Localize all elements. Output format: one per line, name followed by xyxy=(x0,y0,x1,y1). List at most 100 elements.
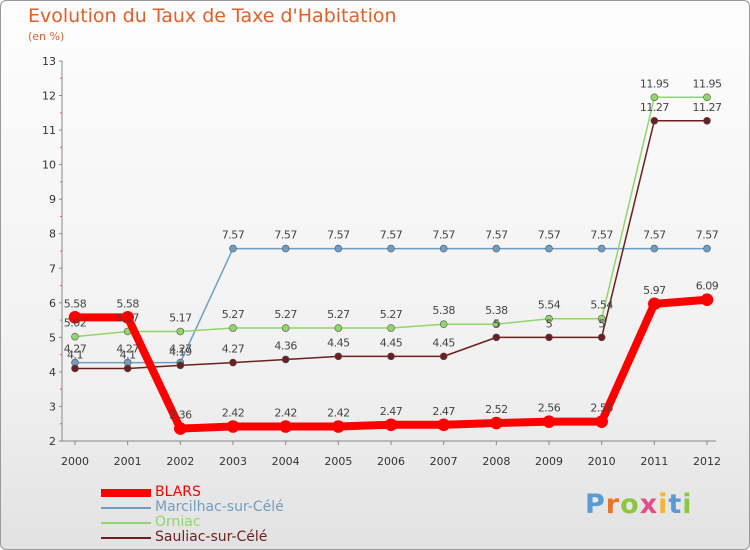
y-tick-label: 9 xyxy=(49,193,56,206)
data-label: 5.58 xyxy=(64,297,87,310)
data-point xyxy=(387,244,395,253)
legend-label: Marcilhac-sur-Célé xyxy=(155,499,284,515)
data-point xyxy=(492,320,501,329)
logo-letter: P xyxy=(585,489,606,520)
data-point xyxy=(387,324,395,332)
y-tick-label: 12 xyxy=(42,90,56,103)
y-tick-label: 4 xyxy=(49,366,56,379)
data-point xyxy=(492,244,501,253)
data-labels: 5.58 5.58 2.36 2.42 2.42 2.42 2.47 2.47 2.52 2.56… xyxy=(64,77,723,421)
series-lines xyxy=(68,93,714,435)
legend-swatch xyxy=(101,522,151,524)
data-label: 2.42 xyxy=(327,406,350,419)
data-point xyxy=(176,327,185,336)
data-point xyxy=(71,332,79,341)
data-label: 5.97 xyxy=(643,284,666,297)
chart-subtitle: (en %) xyxy=(28,30,65,43)
y-tick-label: 11 xyxy=(42,124,56,137)
data-point xyxy=(439,352,448,361)
data-point xyxy=(597,314,606,323)
data-label: 11.27 xyxy=(693,101,722,114)
data-label: 4.27 xyxy=(222,343,245,356)
x-tick-label: 2001 xyxy=(114,455,142,468)
data-point xyxy=(597,244,606,253)
data-point xyxy=(226,420,240,433)
data-point xyxy=(595,415,608,428)
x-tick-label: 2003 xyxy=(219,455,247,468)
data-label: 2.47 xyxy=(380,405,403,418)
x-tick-label: 2011 xyxy=(640,455,668,468)
x-tick-label: 2005 xyxy=(324,455,352,468)
y-tick-label: 5 xyxy=(49,331,56,344)
data-point xyxy=(650,93,659,102)
data-point xyxy=(545,314,553,323)
data-point xyxy=(542,415,556,428)
data-point xyxy=(703,116,711,125)
x-tick-label: 2000 xyxy=(61,455,89,468)
data-point xyxy=(281,244,290,253)
logo-letter: t xyxy=(668,489,683,520)
data-point xyxy=(229,358,237,367)
data-label: 11.95 xyxy=(640,77,669,90)
data-label: 7.57 xyxy=(380,229,403,242)
data-point xyxy=(545,244,553,253)
data-label: 5 xyxy=(546,317,553,330)
logo-letter: o xyxy=(620,489,640,520)
data-label: 5.27 xyxy=(380,308,403,321)
data-label: 7.57 xyxy=(485,229,508,242)
data-label: 4.19 xyxy=(169,345,192,358)
data-point xyxy=(334,352,343,361)
y-tick-label: 8 xyxy=(49,228,56,241)
data-label: 5 xyxy=(598,317,605,330)
data-point xyxy=(68,311,82,324)
data-point xyxy=(121,311,134,324)
data-label: 5.27 xyxy=(274,308,297,321)
data-label: 7.57 xyxy=(432,229,455,242)
data-point xyxy=(545,333,553,342)
y-tick-label: 10 xyxy=(42,159,56,172)
x-tick-label: 2006 xyxy=(377,455,405,468)
legend-swatch xyxy=(101,537,151,539)
data-label: 2.56 xyxy=(590,402,613,415)
x-tick-label: 2007 xyxy=(430,455,458,468)
x-tick-label: 2008 xyxy=(482,455,510,468)
data-label: 5.02 xyxy=(64,317,87,330)
data-label: 4.36 xyxy=(274,339,297,352)
data-label: 5.54 xyxy=(538,299,561,312)
data-label: 7.57 xyxy=(538,229,561,242)
data-point xyxy=(229,244,237,253)
data-label: 2.42 xyxy=(222,406,245,419)
data-label: 4.45 xyxy=(327,336,350,349)
data-label: 7.57 xyxy=(696,229,719,242)
data-label: 7.57 xyxy=(643,229,666,242)
chart-title: Evolution du Taux de Taxe d'Habitation xyxy=(28,5,397,27)
axes: 2 3 4 5 6 7 8 9 10 11 12 13 2000 2001 2002 2003 2004 2005… xyxy=(42,55,721,468)
data-point xyxy=(176,361,185,370)
data-point xyxy=(281,324,290,332)
data-label: 4.1 xyxy=(120,348,136,361)
data-point xyxy=(597,333,606,342)
data-point xyxy=(123,364,132,373)
data-point xyxy=(437,418,450,432)
proxiti-logo: Proxiti xyxy=(585,489,693,520)
data-label: 4.45 xyxy=(380,336,403,349)
data-point xyxy=(332,420,345,433)
x-tick-label: 2010 xyxy=(588,455,616,468)
data-label: 4.27 xyxy=(64,343,87,356)
data-point xyxy=(439,244,448,253)
data-label: 4.45 xyxy=(432,336,455,349)
x-tick-label: 2002 xyxy=(166,455,194,468)
legend-swatch xyxy=(101,489,151,497)
data-point xyxy=(490,416,503,430)
data-point xyxy=(439,320,448,329)
x-tick-label: 2004 xyxy=(272,455,300,468)
data-point xyxy=(229,324,237,332)
data-point xyxy=(650,244,659,253)
data-point xyxy=(492,333,501,342)
x-tick-label: 2009 xyxy=(535,455,563,468)
data-label: 7.57 xyxy=(274,229,297,242)
legend-label: Orniac xyxy=(155,514,201,530)
data-label: 2.47 xyxy=(432,405,455,418)
data-label: 5.27 xyxy=(327,308,350,321)
